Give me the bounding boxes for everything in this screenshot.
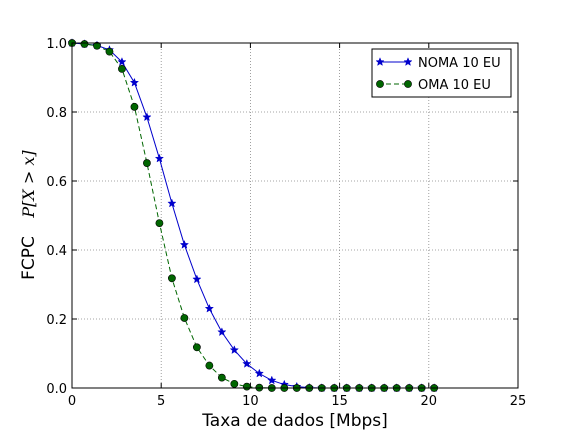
- y-tick-label: 0.8: [46, 106, 67, 121]
- y-axis-label: FCPC: [19, 236, 39, 280]
- data-point-noma-10-eu: [129, 77, 140, 87]
- y-tick-label: 0.4: [46, 244, 67, 259]
- plot-area-frame: [71, 42, 519, 389]
- data-point-oma-10-eu: [118, 64, 126, 73]
- y-tick-label: 0.6: [46, 175, 67, 190]
- data-point-noma-10-eu: [179, 239, 190, 249]
- data-point-noma-10-eu: [229, 345, 239, 355]
- data-point-noma-10-eu: [204, 303, 215, 313]
- legend-box: [371, 48, 512, 98]
- data-point-noma-10-eu: [242, 358, 252, 368]
- data-point-oma-10-eu: [180, 314, 189, 322]
- data-point-oma-10-eu: [93, 41, 101, 50]
- data-point-oma-10-eu: [80, 40, 89, 48]
- grid: [72, 43, 518, 388]
- data-point-oma-10-eu: [155, 219, 164, 227]
- y-axis-math-label: P[X > x]: [19, 150, 38, 219]
- data-point-noma-10-eu: [142, 112, 152, 122]
- data-point-oma-10-eu: [130, 102, 139, 111]
- x-tick-label: 5: [157, 394, 165, 409]
- data-point-noma-10-eu: [154, 153, 165, 163]
- data-point-noma-10-eu: [217, 327, 227, 337]
- data-point-oma-10-eu: [217, 373, 226, 382]
- legend-label-oma-10-eu: OMA 10 EU: [418, 78, 491, 93]
- axis-ticks: 0 5 10 15 20 25 0.0 0.2 0.4 0.6 0.8 1.0: [46, 37, 526, 409]
- data-point-noma-10-eu: [167, 198, 177, 208]
- y-tick-label: 0.0: [46, 382, 67, 397]
- legend-marker-noma-10-eu: [375, 57, 385, 66]
- data-point-noma-10-eu: [254, 368, 264, 378]
- x-tick-label: 15: [331, 394, 348, 409]
- legend: NOMA 10 EU OMA 10 EU: [371, 48, 512, 98]
- data-point-noma-10-eu: [192, 274, 202, 284]
- data-point-oma-10-eu: [105, 47, 114, 56]
- x-tick-label: 0: [68, 394, 76, 409]
- data-point-noma-10-eu: [117, 57, 127, 66]
- legend-marker-noma-10-eu: [403, 57, 413, 66]
- data-point-oma-10-eu: [230, 379, 239, 388]
- data-point-oma-10-eu: [205, 361, 214, 370]
- x-tick-label: 20: [421, 394, 438, 409]
- y-tick-label: 0.2: [46, 313, 67, 328]
- data-point-oma-10-eu: [242, 382, 251, 391]
- data-point-oma-10-eu: [143, 159, 151, 167]
- data-point-oma-10-eu: [192, 343, 201, 352]
- legend-marker-oma-10-eu: [404, 80, 412, 88]
- x-tick-label: 25: [510, 394, 527, 409]
- data-point-oma-10-eu: [168, 274, 176, 283]
- x-axis-label: Taxa de dados [Mbps]: [201, 411, 388, 431]
- x-tick-label: 10: [242, 394, 259, 409]
- legend-label-noma-10-eu: NOMA 10 EU: [418, 56, 501, 71]
- y-tick-label: 1.0: [46, 37, 67, 52]
- data-point-noma-10-eu: [267, 375, 277, 385]
- legend-marker-oma-10-eu: [376, 80, 384, 88]
